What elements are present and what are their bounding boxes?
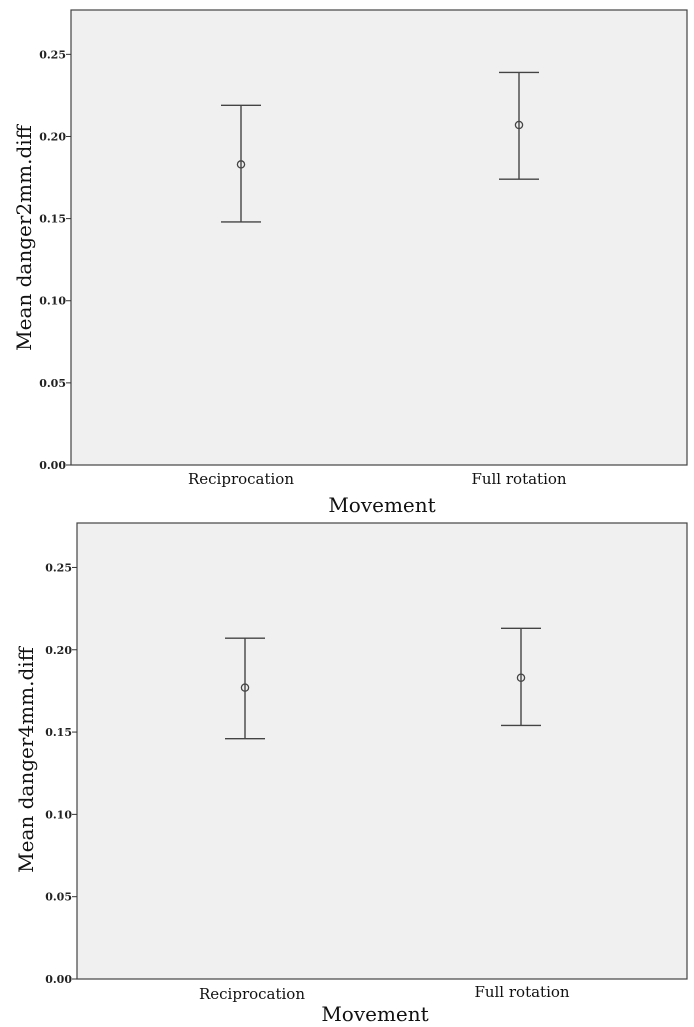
plot-area-2 (76, 522, 688, 980)
plot-area-1 (70, 9, 688, 466)
chart-2: 0.00 0.05 0.10 0.15 0.20 0.25 Reciprocation F… (14, 522, 688, 1026)
y-axis-ticks-2: 0.00 0.05 0.10 0.15 0.20 0.25 (45, 561, 77, 986)
y-axis-ticks-1: 0.00 0.05 0.10 0.15 0.20 0.25 (39, 48, 71, 472)
y-tick-label: 0.05 (39, 377, 66, 390)
x-tick-label-1-reciprocation: Reciprocation (188, 470, 294, 488)
x-axis-label-2: Movement (321, 1002, 428, 1026)
y-tick-label: 0.20 (39, 130, 66, 143)
mean-point (516, 673, 526, 682)
y-tick-label: 0.10 (45, 808, 72, 821)
mean-point (236, 160, 246, 169)
chart-1: 0.00 0.05 0.10 0.15 0.20 0.25 Reciprocation F… (12, 9, 688, 517)
x-tick-label-2-reciprocation: Reciprocation (199, 985, 305, 1003)
y-tick-label: 0.15 (45, 726, 72, 739)
x-axis-label-1: Movement (328, 493, 435, 517)
mean-point (514, 120, 524, 130)
y-tick-label: 0.20 (45, 644, 72, 657)
error-bars-1 (221, 71, 539, 223)
mean-point (240, 683, 250, 692)
x-tick-label-2-full-rotation: Full rotation (474, 983, 569, 1001)
y-tick-label: 0.00 (39, 459, 66, 472)
error-bars-2 (225, 627, 541, 740)
y-axis-label-2: Mean danger4mm.diff (14, 645, 38, 872)
y-tick-label: 0.00 (45, 973, 72, 986)
y-tick-label: 0.10 (39, 295, 66, 308)
y-tick-label: 0.25 (39, 48, 66, 61)
y-tick-label: 0.05 (45, 891, 72, 904)
y-tick-label: 0.25 (45, 561, 72, 574)
y-axis-label-1: Mean danger2mm.diff (12, 123, 36, 350)
x-tick-label-1-full-rotation: Full rotation (471, 470, 566, 488)
y-tick-label: 0.15 (39, 213, 66, 226)
